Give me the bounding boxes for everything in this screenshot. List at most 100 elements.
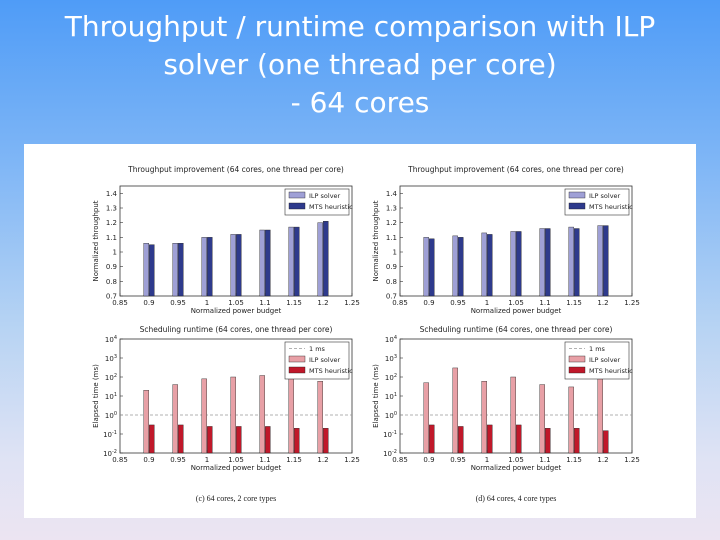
slide-title-line-2: solver (one thread per core)	[163, 48, 557, 81]
y-tick-label: 101	[385, 392, 397, 401]
slide-title-line-1: Throughput / runtime comparison with ILP	[64, 10, 656, 43]
x-tick-label: 1.2	[317, 299, 328, 307]
bar-ilp-0.95	[172, 384, 178, 454]
legend: ILP solver MTS heuristic	[564, 188, 633, 216]
legend: 1 ms ILP solver MTS heuristic	[564, 341, 633, 380]
bar-mts-0.9	[429, 424, 435, 454]
legend-label: ILP solver	[309, 356, 341, 364]
bar-mts-1.2	[603, 430, 609, 454]
y-tick-label: 0.9	[386, 263, 397, 271]
bar-ilp-1.05	[230, 234, 236, 297]
bar-mts-0.95	[178, 424, 184, 454]
chart-caption: (c) 64 cores, 2 core types	[196, 494, 276, 503]
bar-ilp-1.2	[317, 381, 323, 454]
x-tick-label: 1	[205, 299, 209, 307]
bar-mts-1.05	[236, 234, 242, 297]
x-tick-label: 0.9	[143, 456, 154, 464]
x-tick-label: 0.85	[392, 456, 408, 464]
y-tick-label: 100	[105, 411, 117, 420]
x-tick-label: 0.9	[143, 299, 154, 307]
bar-ilp-0.95	[452, 235, 458, 297]
y-axis-label: Elapsed time (ms)	[92, 364, 100, 428]
bar-mts-1.15	[294, 428, 300, 454]
bar-ilp-1.1	[259, 375, 265, 454]
x-tick-label: 1.05	[508, 456, 524, 464]
y-tick-label: 104	[385, 335, 397, 344]
y-tick-label: 0.8	[386, 278, 397, 286]
bar-mts-1	[207, 237, 213, 297]
bar-ilp-1.05	[510, 231, 516, 297]
chart-4: Scheduling runtime (64 cores, one thread…	[372, 325, 640, 503]
y-tick-label: 0.9	[106, 263, 117, 271]
legend-label: ILP solver	[589, 192, 621, 200]
x-tick-label: 1.25	[624, 299, 640, 307]
chart-grid: Throughput improvement (64 cores, one th…	[92, 165, 640, 503]
legend-label: 1 ms	[309, 345, 326, 353]
y-tick-label: 102	[385, 373, 397, 382]
x-tick-label: 1.1	[539, 299, 550, 307]
y-tick-label: 1.2	[386, 219, 397, 227]
x-tick-label: 0.9	[423, 456, 434, 464]
y-tick-label: 1.2	[106, 219, 117, 227]
x-tick-label: 1.15	[286, 299, 302, 307]
legend-label: 1 ms	[589, 345, 606, 353]
y-tick-label: 1.1	[106, 234, 117, 242]
y-axis-label: Normalized throughput	[372, 200, 380, 281]
bar-mts-0.95	[178, 242, 184, 297]
x-tick-label: 1.2	[597, 456, 608, 464]
bar-mts-1	[487, 424, 493, 454]
chart-title: Scheduling runtime (64 cores, one thread…	[140, 325, 333, 334]
y-tick-label: 10-2	[383, 449, 397, 458]
y-tick-label: 100	[385, 411, 397, 420]
bar-mts-1.1	[265, 229, 271, 297]
bar-mts-1.2	[323, 220, 329, 297]
x-tick-label: 1.1	[259, 299, 270, 307]
bar-ilp-1	[201, 378, 207, 454]
y-tick-label: 101	[105, 392, 117, 401]
y-tick-label: 103	[105, 354, 117, 363]
bar-mts-1.2	[323, 428, 329, 454]
y-axis-label: Elapsed time (ms)	[372, 364, 380, 428]
chart-title: Throughput improvement (64 cores, one th…	[407, 165, 624, 174]
legend-swatch	[568, 191, 586, 199]
bar-mts-1.05	[236, 426, 242, 454]
bar-mts-0.95	[458, 237, 464, 297]
legend-swatch	[288, 366, 306, 374]
x-tick-label: 1	[485, 456, 489, 464]
legend-label: MTS heuristic	[309, 203, 353, 211]
chart-1: Throughput improvement (64 cores, one th…	[92, 165, 360, 315]
y-tick-label: 1	[393, 249, 397, 257]
chart-3: Scheduling runtime (64 cores, one thread…	[92, 325, 360, 503]
y-axis-label: Normalized throughput	[92, 200, 100, 281]
legend-swatch	[288, 355, 306, 363]
x-tick-label: 1.2	[317, 456, 328, 464]
bar-ilp-1.15	[568, 386, 574, 454]
y-tick-label: 0.7	[386, 293, 397, 301]
figure-panel: Throughput improvement (64 cores, one th…	[24, 144, 696, 518]
bar-mts-1.1	[545, 428, 551, 454]
x-tick-label: 0.95	[450, 299, 466, 307]
x-tick-label: 0.95	[170, 299, 186, 307]
y-tick-label: 1.3	[386, 205, 397, 213]
bar-mts-1.15	[574, 228, 580, 297]
x-tick-label: 1.2	[597, 299, 608, 307]
bar-mts-1.15	[574, 428, 580, 454]
y-tick-label: 1.3	[106, 205, 117, 213]
bar-ilp-0.95	[172, 242, 178, 297]
bar-ilp-0.9	[423, 237, 429, 297]
x-tick-label: 0.95	[450, 456, 466, 464]
x-tick-label: 1.05	[508, 299, 524, 307]
x-tick-label: 1.25	[624, 456, 640, 464]
bar-mts-1.05	[516, 424, 522, 454]
x-tick-label: 1.1	[259, 456, 270, 464]
y-tick-label: 103	[385, 354, 397, 363]
bar-ilp-1.1	[539, 384, 545, 454]
bar-ilp-1.2	[597, 378, 603, 454]
bar-ilp-1	[481, 232, 487, 297]
x-tick-label: 0.9	[423, 299, 434, 307]
bar-ilp-1	[201, 237, 207, 297]
bar-mts-1.2	[603, 225, 609, 297]
legend-swatch	[568, 355, 586, 363]
legend-label: ILP solver	[589, 356, 621, 364]
bar-ilp-1.05	[230, 376, 236, 454]
